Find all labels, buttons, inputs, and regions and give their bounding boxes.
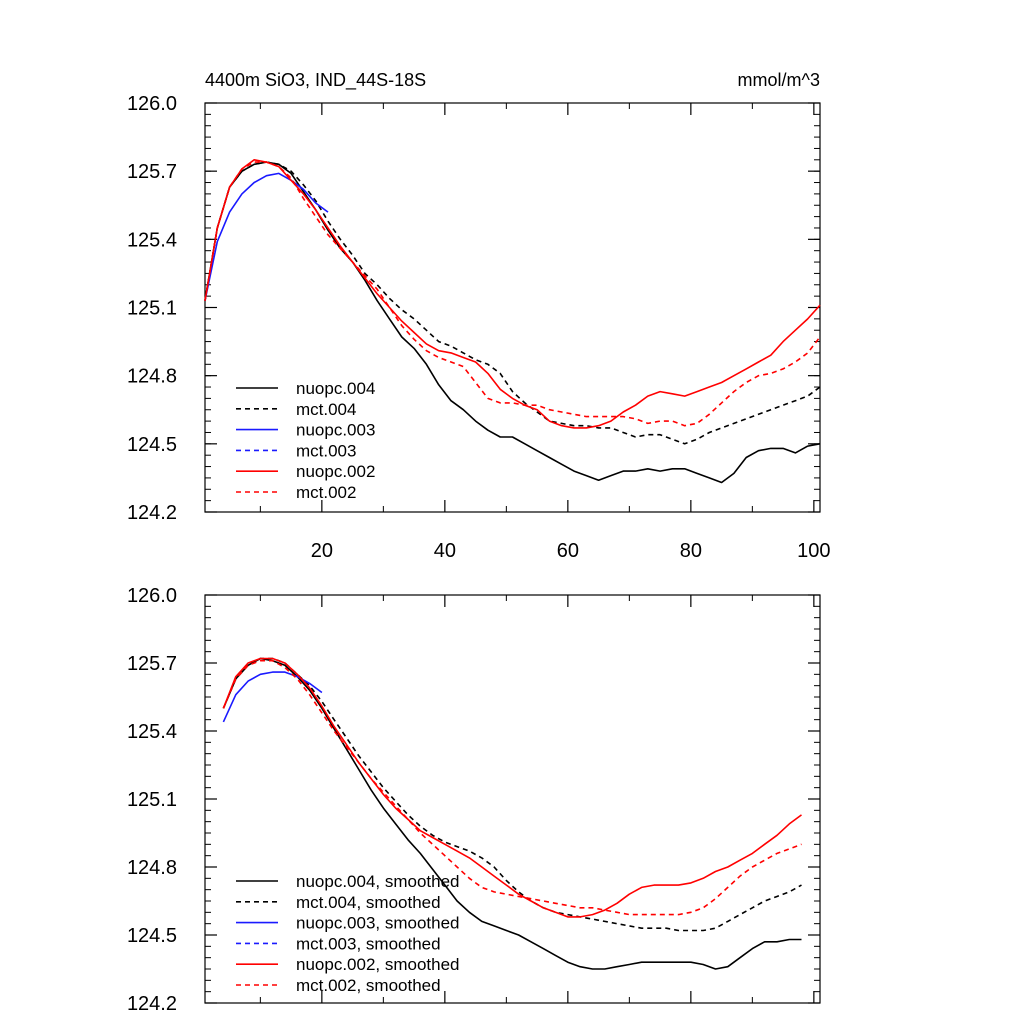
y-tick-label: 124.2 [127,993,177,1015]
y-tick-label: 125.1 [127,298,177,320]
y-tick-label: 126.0 [127,585,177,607]
y-tick-label: 125.4 [127,721,177,743]
x-tick-label: 40 [434,540,456,562]
series-line-mct-004 [204,161,821,445]
series-line-nuopc-002-smoothed [222,657,802,918]
legend-label-nuopc-003-smoothed: nuopc.003, smoothed [296,914,460,933]
legend-label-mct-002-smoothed: mct.002, smoothed [296,976,441,995]
legend-label-nuopc-002-smoothed: nuopc.002, smoothed [296,955,460,974]
legend-label-nuopc-004: nuopc.004 [296,379,375,398]
series-line-nuopc-004-smoothed [222,657,802,970]
y-tick-label: 124.5 [127,925,177,947]
series-line-nuopc-002 [204,159,821,429]
y-tick-label: 125.7 [127,653,177,675]
x-tick-label: 60 [557,540,579,562]
chart-title: 4400m SiO3, IND_44S-18S [205,70,426,91]
series-line-mct-002 [204,161,821,427]
y-tick-label: 126.0 [127,93,177,115]
legend-label-mct-003-smoothed: mct.003, smoothed [296,934,441,953]
legend-label-mct-002: mct.002 [296,483,356,502]
units-label: mmol/m^3 [738,70,820,90]
series-line-nuopc-003-smoothed [222,671,323,723]
bottom-panel: 124.2 124.5 124.8 125.1 125.4 125.7 126.0 nuopc… [127,585,821,1015]
y-tick-label: 125.7 [127,161,177,183]
top-panel: 124.2 124.5 124.8 125.1 125.4 125.7 126.0 20 40 6… [127,93,831,562]
x-tick-label: 20 [311,540,333,562]
series-line-nuopc-003 [204,172,329,301]
legend-label-nuopc-003: nuopc.003 [296,421,375,440]
y-tick-label: 124.5 [127,434,177,456]
series-line-mct-004-smoothed [222,657,802,932]
y-tick-label: 124.8 [127,366,177,388]
x-tick-label: 80 [680,540,702,562]
x-tick-label: 100 [797,540,830,562]
y-tick-label: 125.4 [127,229,177,251]
legend-label-mct-003: mct.003 [296,441,356,460]
legend-label-mct-004: mct.004 [296,400,356,419]
legend-label-nuopc-004-smoothed: nuopc.004, smoothed [296,872,460,891]
y-tick-label: 124.2 [127,502,177,524]
legend-label-mct-004-smoothed: mct.004, smoothed [296,893,441,912]
y-tick-label: 125.1 [127,789,177,811]
y-tick-label: 124.8 [127,857,177,879]
series-line-nuopc-004 [204,161,821,484]
legend-label-nuopc-002: nuopc.002 [296,462,375,481]
series-line-mct-002-smoothed [222,659,802,916]
